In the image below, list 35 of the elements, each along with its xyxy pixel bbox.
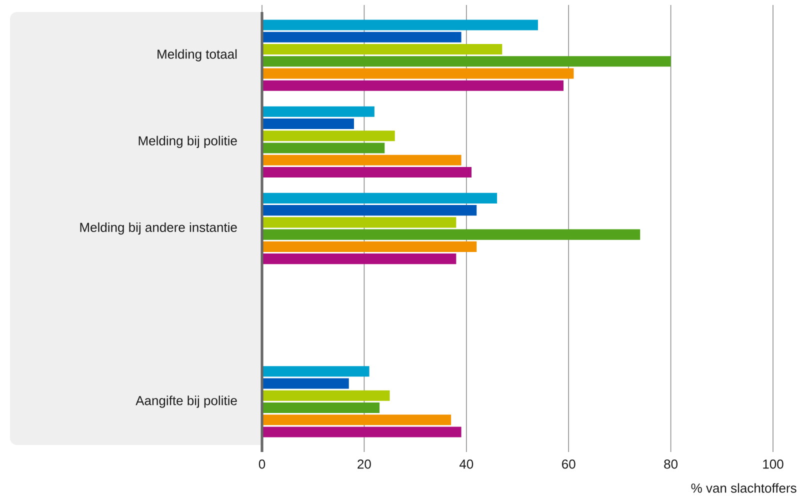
bar xyxy=(262,378,349,389)
bar xyxy=(262,106,374,117)
bar xyxy=(262,192,498,204)
y-tick-label: Melding totaal xyxy=(158,49,237,62)
bar xyxy=(262,44,502,55)
bar xyxy=(262,426,462,438)
bar xyxy=(262,390,390,401)
y-tick-label: Melding bij andere instantie xyxy=(80,222,237,235)
x-tick-label: 60 xyxy=(562,460,576,469)
bar xyxy=(262,217,456,228)
bar xyxy=(262,414,452,426)
x-tick-label: 80 xyxy=(664,460,678,469)
bar xyxy=(262,130,395,142)
bar xyxy=(262,154,462,166)
bar xyxy=(262,205,477,216)
bar xyxy=(262,229,640,240)
bar xyxy=(262,241,477,252)
bar xyxy=(262,56,671,67)
bar xyxy=(262,118,354,129)
bar xyxy=(262,166,472,178)
x-tick-label: 0 xyxy=(258,460,266,469)
y-tick-label: Aangifte bij politie xyxy=(136,396,237,408)
x-tick-label: 100 xyxy=(763,460,784,469)
y-tick-label: Melding bij politie xyxy=(138,136,237,148)
bar xyxy=(262,366,370,377)
x-axis-title: % van slachtoffers xyxy=(691,483,796,493)
bar xyxy=(262,254,456,264)
x-tick-label: 20 xyxy=(358,460,371,469)
bar xyxy=(262,80,564,91)
bar xyxy=(262,142,385,154)
bar xyxy=(262,20,538,30)
bar xyxy=(262,402,380,414)
x-tick-label: 40 xyxy=(459,460,474,469)
bar xyxy=(262,68,574,79)
bar xyxy=(262,32,462,42)
